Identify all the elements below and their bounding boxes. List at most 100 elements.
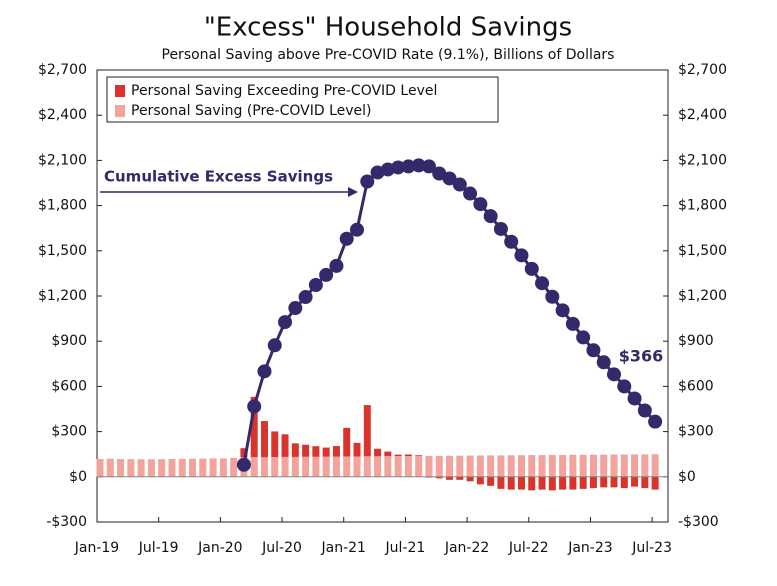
- bar-excess: [497, 476, 505, 489]
- bar-excess: [548, 476, 556, 491]
- bar-base: [281, 456, 289, 477]
- line-point: [267, 338, 282, 353]
- bar-excess: [476, 476, 484, 485]
- y-tick-label: $1,200: [38, 288, 87, 304]
- arrow-head: [348, 187, 358, 197]
- bar-base: [487, 455, 495, 477]
- bar-base: [631, 454, 639, 477]
- bar-excess: [589, 476, 597, 489]
- bar-base: [353, 456, 361, 477]
- bar-base: [394, 456, 402, 477]
- line-point: [617, 379, 632, 394]
- x-tick-label: Jul-23: [631, 540, 672, 556]
- line-point: [504, 234, 519, 249]
- bar-base: [446, 455, 454, 477]
- bar-base: [291, 456, 299, 477]
- annotation: $366: [619, 347, 664, 366]
- bar-base: [127, 459, 135, 477]
- line-point: [257, 364, 272, 379]
- bar-base: [404, 456, 412, 477]
- y2-tick-label: $900: [678, 333, 714, 349]
- bar-base: [538, 455, 546, 477]
- bar-excess: [631, 476, 639, 487]
- bar-excess: [569, 476, 577, 490]
- line-point: [607, 367, 621, 382]
- legend-label: Personal Saving Exceeding Pre-COVID Leve…: [131, 83, 437, 99]
- bar-excess: [374, 448, 382, 457]
- y-tick-label: $900: [51, 333, 87, 349]
- bar-base: [117, 459, 125, 477]
- line-point: [236, 457, 251, 472]
- bar-base: [610, 454, 618, 477]
- bar-excess: [517, 476, 525, 490]
- y2-tick-label: -$300: [678, 514, 719, 530]
- bar-excess: [487, 476, 495, 486]
- legend-label: Personal Saving (Pre-COVID Level): [131, 103, 372, 119]
- legend-swatch: [115, 105, 125, 117]
- line-point: [493, 221, 508, 236]
- bar-base: [312, 456, 320, 477]
- bar-excess: [651, 476, 659, 490]
- line-point: [360, 174, 375, 189]
- y2-tick-label: $0: [678, 469, 696, 485]
- x-tick-label: Jan-20: [197, 540, 242, 556]
- bar-excess: [415, 455, 423, 457]
- bar-excess: [250, 396, 258, 458]
- bar-excess: [466, 476, 474, 482]
- bar-excess: [394, 454, 402, 457]
- line-point: [596, 355, 611, 370]
- line-point: [627, 391, 642, 406]
- x-tick-label: Jan-19: [74, 540, 119, 556]
- bar-excess: [579, 476, 587, 489]
- bar-excess: [620, 476, 628, 489]
- bar-base: [260, 457, 268, 477]
- bar-base: [384, 456, 392, 477]
- plot-frame: [96, 69, 669, 523]
- bar-base: [456, 455, 464, 477]
- line-point: [452, 177, 467, 192]
- bar-base: [137, 459, 145, 477]
- bar-base: [435, 455, 443, 477]
- bar-base: [476, 455, 484, 477]
- bar-base: [302, 456, 310, 477]
- y-tick-label: -$300: [46, 514, 87, 530]
- line-point: [350, 222, 364, 237]
- y2-tick-label: $300: [678, 424, 714, 440]
- bar-excess: [240, 448, 248, 458]
- bar-excess: [404, 454, 412, 457]
- bar-base: [497, 455, 505, 477]
- bar-base: [106, 458, 114, 477]
- bar-excess: [456, 476, 464, 480]
- y-tick-label: $0: [69, 469, 87, 485]
- bar-excess: [302, 444, 310, 457]
- line-point: [278, 315, 293, 330]
- line-point: [586, 343, 601, 358]
- bar-base: [147, 459, 155, 477]
- line-point: [247, 399, 262, 414]
- bar-excess: [332, 446, 340, 457]
- bar-excess: [600, 476, 608, 488]
- bar-base: [199, 458, 207, 477]
- bar-excess: [260, 421, 268, 458]
- y2-tick-label: $2,700: [678, 62, 727, 78]
- annotation: Cumulative Excess Savings: [104, 168, 333, 186]
- bar-base: [559, 454, 567, 477]
- bar-base: [579, 454, 587, 477]
- bar-excess: [291, 443, 299, 457]
- line-point: [411, 158, 426, 173]
- x-tick-label: Jul-22: [508, 540, 549, 556]
- line-point: [298, 290, 313, 305]
- bar-excess: [446, 476, 454, 480]
- bar-base: [651, 454, 659, 477]
- line-point: [288, 301, 303, 316]
- x-tick-label: Jul-19: [138, 540, 179, 556]
- x-tick-label: Jan-21: [320, 540, 365, 556]
- line-point: [308, 278, 323, 293]
- y-tick-label: $300: [51, 424, 87, 440]
- bar-base: [641, 454, 649, 477]
- y-tick-label: $2,100: [38, 152, 87, 168]
- bar-excess: [363, 405, 371, 457]
- y2-tick-label: $600: [678, 378, 714, 394]
- line-point: [565, 316, 580, 331]
